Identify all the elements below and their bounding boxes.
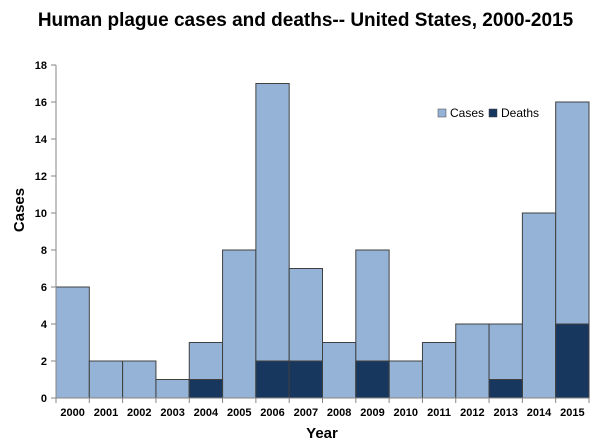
cases-bar <box>255 83 290 399</box>
cases-bar <box>55 286 90 399</box>
x-tick-label: 2000 <box>60 407 84 419</box>
cases-bar <box>455 323 490 399</box>
x-tick-label: 2006 <box>260 407 284 419</box>
x-tick-label: 2012 <box>460 407 484 419</box>
cases-bar <box>222 249 257 399</box>
x-tick-label: 2010 <box>394 407 418 419</box>
y-tick-label: 16 <box>35 97 47 109</box>
cases-bar <box>122 360 157 399</box>
legend: Cases Deaths <box>437 106 539 120</box>
y-axis-label: Cases <box>11 188 28 232</box>
x-tick-label: 2008 <box>327 407 351 419</box>
cases-bar <box>88 360 124 399</box>
bars-group <box>55 83 590 399</box>
y-tick-label: 0 <box>41 393 47 405</box>
legend-label-deaths: Deaths <box>501 106 539 120</box>
x-axis-ticks: 2000 2001 2002 2003 2004 2005 2006 2007 2008 2009… <box>55 398 590 419</box>
deaths-bar <box>188 379 224 399</box>
x-tick-label: 2009 <box>360 407 384 419</box>
x-tick-label: 2011 <box>427 407 451 419</box>
y-tick-label: 18 <box>35 60 47 72</box>
deaths-bar <box>555 323 590 399</box>
deaths-bar <box>288 360 323 399</box>
x-tick-label: 2015 <box>560 407 584 419</box>
cases-bar <box>388 360 423 399</box>
y-tick-label: 8 <box>41 245 47 257</box>
legend-label-cases: Cases <box>450 106 484 120</box>
x-axis-label: Year <box>306 425 338 442</box>
deaths-bar <box>355 360 390 399</box>
deaths-bar <box>255 360 290 399</box>
x-tick-label: 2014 <box>527 407 552 419</box>
x-tick-label: 2002 <box>127 407 151 419</box>
cases-bar <box>322 342 357 399</box>
y-tick-label: 4 <box>41 319 48 331</box>
legend-swatch-deaths <box>488 108 498 118</box>
x-tick-label: 2001 <box>94 407 118 419</box>
x-tick-label: 2003 <box>160 407 184 419</box>
y-tick-label: 6 <box>41 282 47 294</box>
cases-bar <box>521 212 557 399</box>
y-tick-label: 12 <box>35 171 47 183</box>
x-tick-label: 2013 <box>493 407 517 419</box>
y-tick-label: 10 <box>35 208 47 220</box>
y-tick-label: 2 <box>41 356 47 368</box>
x-tick-label: 2004 <box>194 407 219 419</box>
legend-swatch-cases <box>437 108 447 118</box>
x-tick-label: 2007 <box>294 407 318 419</box>
chart-title: Human plague cases and deaths-- United S… <box>37 10 574 31</box>
y-axis-ticks: 0 2 4 6 8 10 12 14 16 18 <box>35 60 56 405</box>
deaths-bar <box>488 379 523 399</box>
x-tick-label: 2005 <box>227 407 251 419</box>
y-tick-label: 14 <box>35 134 48 146</box>
cases-bar <box>421 342 457 399</box>
cases-bar <box>155 379 190 399</box>
